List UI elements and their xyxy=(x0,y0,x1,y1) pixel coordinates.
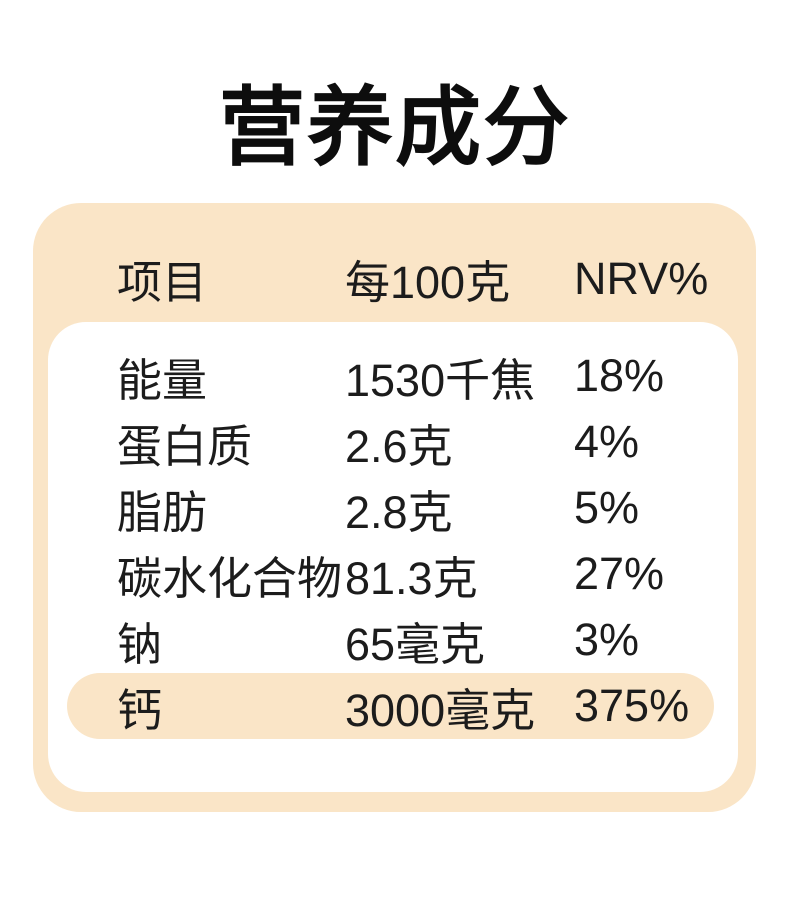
header-nrv-label: NRV% xyxy=(574,252,709,304)
nutrient-name: 钠 xyxy=(117,618,163,670)
nutrient-nrv: 4% xyxy=(574,416,640,467)
table-row-energy: 能量 1530千焦 18% xyxy=(48,343,738,409)
table-row-sodium: 钠 65毫克 3% xyxy=(48,607,738,673)
nutrient-value: 81.3克 xyxy=(345,552,478,604)
table-header-row: 项目 每100克 NRV% xyxy=(33,203,756,322)
header-per100g-label: 每100克 xyxy=(345,257,511,308)
nutrient-nrv: 5% xyxy=(574,482,640,533)
nutrient-nrv: 18% xyxy=(574,350,665,401)
nutrient-value: 65毫克 xyxy=(345,618,486,670)
nutrient-value: 2.8克 xyxy=(345,486,453,538)
nutrition-card: 项目 每100克 NRV% 能量 1530千焦 18% 蛋白质 2.6克 4% … xyxy=(33,203,756,812)
nutrient-name: 蛋白质 xyxy=(117,420,253,472)
table-row-calcium-highlighted: 钙 3000毫克 375% xyxy=(67,673,714,739)
header-item-label: 项目 xyxy=(117,257,208,308)
nutrient-value: 1530千焦 xyxy=(345,354,536,406)
nutrition-table-panel: 能量 1530千焦 18% 蛋白质 2.6克 4% 脂肪 2.8克 5% 碳水化… xyxy=(48,322,738,792)
nutrient-nrv: 3% xyxy=(574,614,640,665)
nutrient-nrv: 375% xyxy=(574,680,690,731)
table-row-fat: 脂肪 2.8克 5% xyxy=(48,475,738,541)
nutrient-value: 3000毫克 xyxy=(345,684,536,736)
table-row-carbohydrate: 碳水化合物 81.3克 27% xyxy=(48,541,738,607)
nutrient-value: 2.6克 xyxy=(345,420,453,472)
nutrient-name: 碳水化合物 xyxy=(117,552,343,604)
nutrient-name: 能量 xyxy=(117,354,208,406)
nutrient-name: 脂肪 xyxy=(117,486,208,538)
page-title: 营养成分 xyxy=(219,80,571,176)
table-row-protein: 蛋白质 2.6克 4% xyxy=(48,409,738,475)
nutrient-nrv: 27% xyxy=(574,548,665,599)
nutrient-name: 钙 xyxy=(117,684,163,736)
